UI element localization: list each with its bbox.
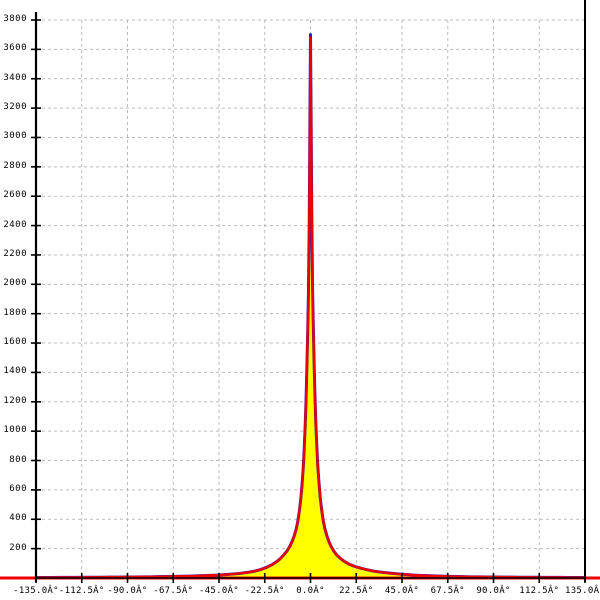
y-axis-tick-label: 2200	[3, 248, 27, 259]
y-axis-tick-label: 200	[9, 542, 27, 553]
x-axis-tick-label: 67.5Â°	[430, 586, 465, 596]
y-axis-tick-label: 3000	[3, 131, 27, 142]
x-axis-tick-label: 22.5Â°	[339, 586, 374, 596]
data-series-fit-line	[36, 36, 585, 579]
y-axis-tick-label: 2000	[3, 278, 27, 289]
x-axis-tick-label: -67.5Â°	[153, 586, 194, 596]
y-axis-tick-label: 1000	[3, 425, 27, 436]
x-axis-tick-label: 112.5Â°	[519, 586, 560, 596]
y-axis-tick-label: 800	[9, 454, 27, 465]
distribution-fill-area	[36, 37, 585, 579]
y-axis-tick-label: 400	[9, 513, 27, 524]
x-axis-tick-label: -135.0Â°	[13, 586, 59, 596]
y-axis-tick-label: 1400	[3, 366, 27, 377]
y-axis-tick-label: 3600	[3, 43, 27, 54]
x-axis-tick-label: -45.0Â°	[198, 586, 240, 596]
y-axis-tick-label: 3200	[3, 102, 27, 113]
y-axis-tick-label: 2600	[3, 190, 27, 201]
x-axis-tick-label: 45.0Â°	[384, 586, 420, 596]
x-axis-tick-label: -112.5Â°	[58, 586, 105, 596]
y-axis-tick-label: 3800	[3, 14, 27, 24]
y-axis-tick-label: 2800	[3, 160, 27, 171]
x-axis-tick-label: 90.0Â°	[476, 586, 511, 596]
x-axis-tick-label: 0.0Â°	[296, 586, 325, 596]
y-axis-tick-label: 1800	[3, 307, 27, 318]
y-axis-tick-label: 2400	[3, 219, 27, 230]
y-axis-tick-label: 1200	[3, 395, 27, 406]
y-axis-tick-label: 3400	[3, 72, 27, 83]
y-axis-tick-label: 1600	[3, 337, 27, 348]
x-axis-tick-label: -90.0Â°	[107, 586, 148, 596]
y-axis-tick-label: 600	[9, 483, 27, 494]
x-axis-tick-label: -22.5Â°	[244, 586, 285, 596]
x-axis-tick-label: 135.0Â°	[564, 586, 600, 596]
